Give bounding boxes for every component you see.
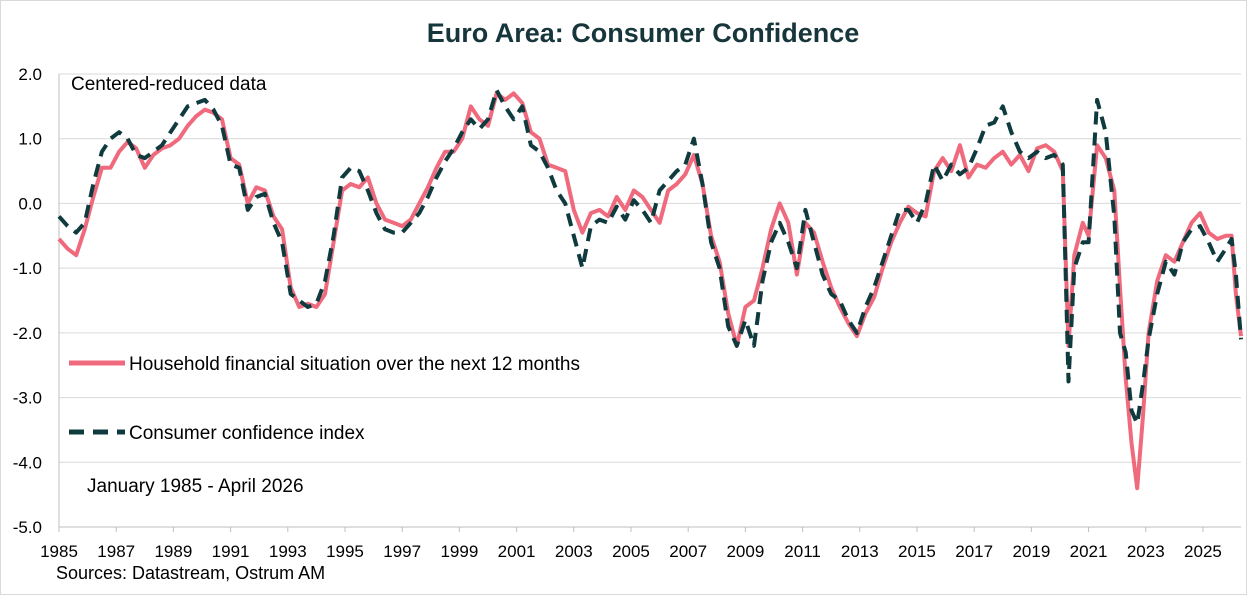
x-tick-label: 1999 xyxy=(440,542,478,561)
x-tick-label: 1995 xyxy=(326,542,364,561)
x-tick-label: 2007 xyxy=(669,542,707,561)
x-tick-label: 2019 xyxy=(1012,542,1050,561)
x-tick-label: 2025 xyxy=(1184,542,1222,561)
y-axis-ticks: 2.0 1.0 0.0 -1.0 -2.0 -3.0 -4.0 -5.0 xyxy=(13,65,42,537)
x-tick-label: 1987 xyxy=(97,542,135,561)
x-tick-label: 2009 xyxy=(726,542,764,561)
x-tick-label: 2023 xyxy=(1127,542,1165,561)
y-tick-label: 2.0 xyxy=(18,65,42,84)
x-tick-label: 1985 xyxy=(40,542,78,561)
y-tick-label: -3.0 xyxy=(13,389,42,408)
chart-annotation: Centered-reduced data xyxy=(71,74,267,95)
x-tick-label: 2013 xyxy=(841,542,879,561)
legend: Household financial situation over the n… xyxy=(69,354,580,444)
x-tick-label: 2015 xyxy=(898,542,936,561)
y-tick-label: -4.0 xyxy=(13,453,42,472)
x-tick-label: 2005 xyxy=(612,542,650,561)
y-tick-label: -1.0 xyxy=(13,259,42,278)
chart-title: Euro Area: Consumer Confidence xyxy=(427,18,860,48)
chart-period: January 1985 - April 2026 xyxy=(87,476,304,497)
chart-source: Sources: Datastream, Ostrum AM xyxy=(56,563,325,583)
series-lines xyxy=(57,88,1243,491)
legend-label-household: Household financial situation over the n… xyxy=(129,354,580,375)
series-line-confidence xyxy=(57,88,1243,426)
x-tick-label: 2003 xyxy=(555,542,593,561)
x-tick-label: 1989 xyxy=(154,542,192,561)
gridlines xyxy=(58,73,1241,528)
x-tick-label: 2011 xyxy=(784,542,821,561)
x-tick-label: 2021 xyxy=(1070,542,1108,561)
x-tick-label: 2017 xyxy=(955,542,993,561)
x-tick-label: 1991 xyxy=(212,542,250,561)
y-tick-label: -2.0 xyxy=(13,324,42,343)
x-axis-ticks: 1985 1987 1989 1991 1993 1995 1997 1999 2001 2003… xyxy=(40,527,1222,561)
y-tick-label: -5.0 xyxy=(13,518,42,537)
x-tick-label: 1993 xyxy=(269,542,307,561)
legend-label-confidence: Consumer confidence index xyxy=(129,423,365,444)
y-tick-label: 0.0 xyxy=(18,194,42,213)
x-tick-label: 1997 xyxy=(383,542,421,561)
y-tick-label: 1.0 xyxy=(18,130,42,149)
x-tick-label: 2001 xyxy=(498,542,536,561)
